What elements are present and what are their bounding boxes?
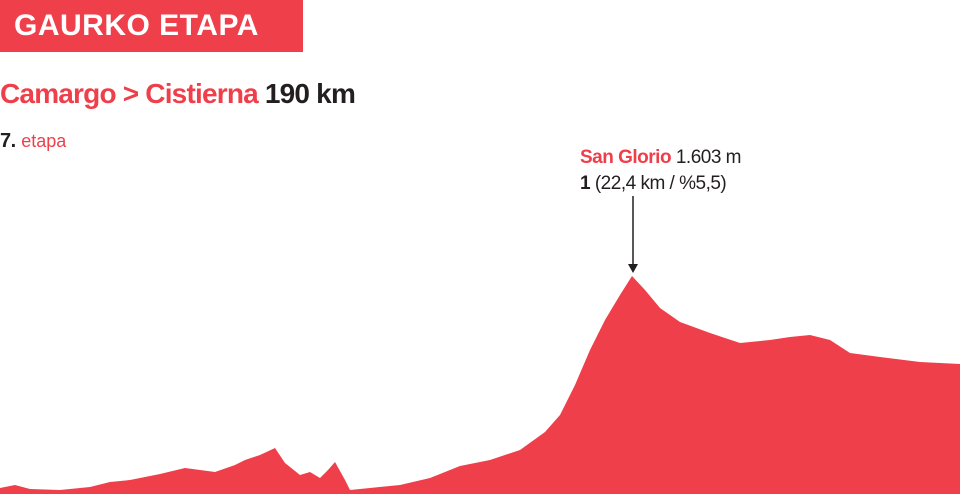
section-badge: GAURKO ETAPA [0, 0, 303, 52]
summit-arrowhead [628, 264, 638, 273]
route-title: Camargo > Cistierna 190 km [0, 78, 356, 110]
stage-number: 7. etapa [0, 130, 66, 153]
summit-category: 1 [580, 173, 591, 194]
stage-label: etapa [21, 131, 67, 151]
elevation-profile [0, 276, 960, 494]
summit-name: San Glorio [580, 147, 672, 168]
route: Camargo > Cistierna [0, 78, 259, 109]
summit-climb: (22,4 km / %5,5) [594, 173, 727, 194]
stage-num: 7. [0, 130, 16, 152]
distance: 190 km [264, 78, 356, 109]
summit-annotation: San Glorio 1.603 m 1 (22,4 km / %5,5) [580, 145, 742, 197]
summit-altitude: 1.603 m [675, 147, 742, 168]
